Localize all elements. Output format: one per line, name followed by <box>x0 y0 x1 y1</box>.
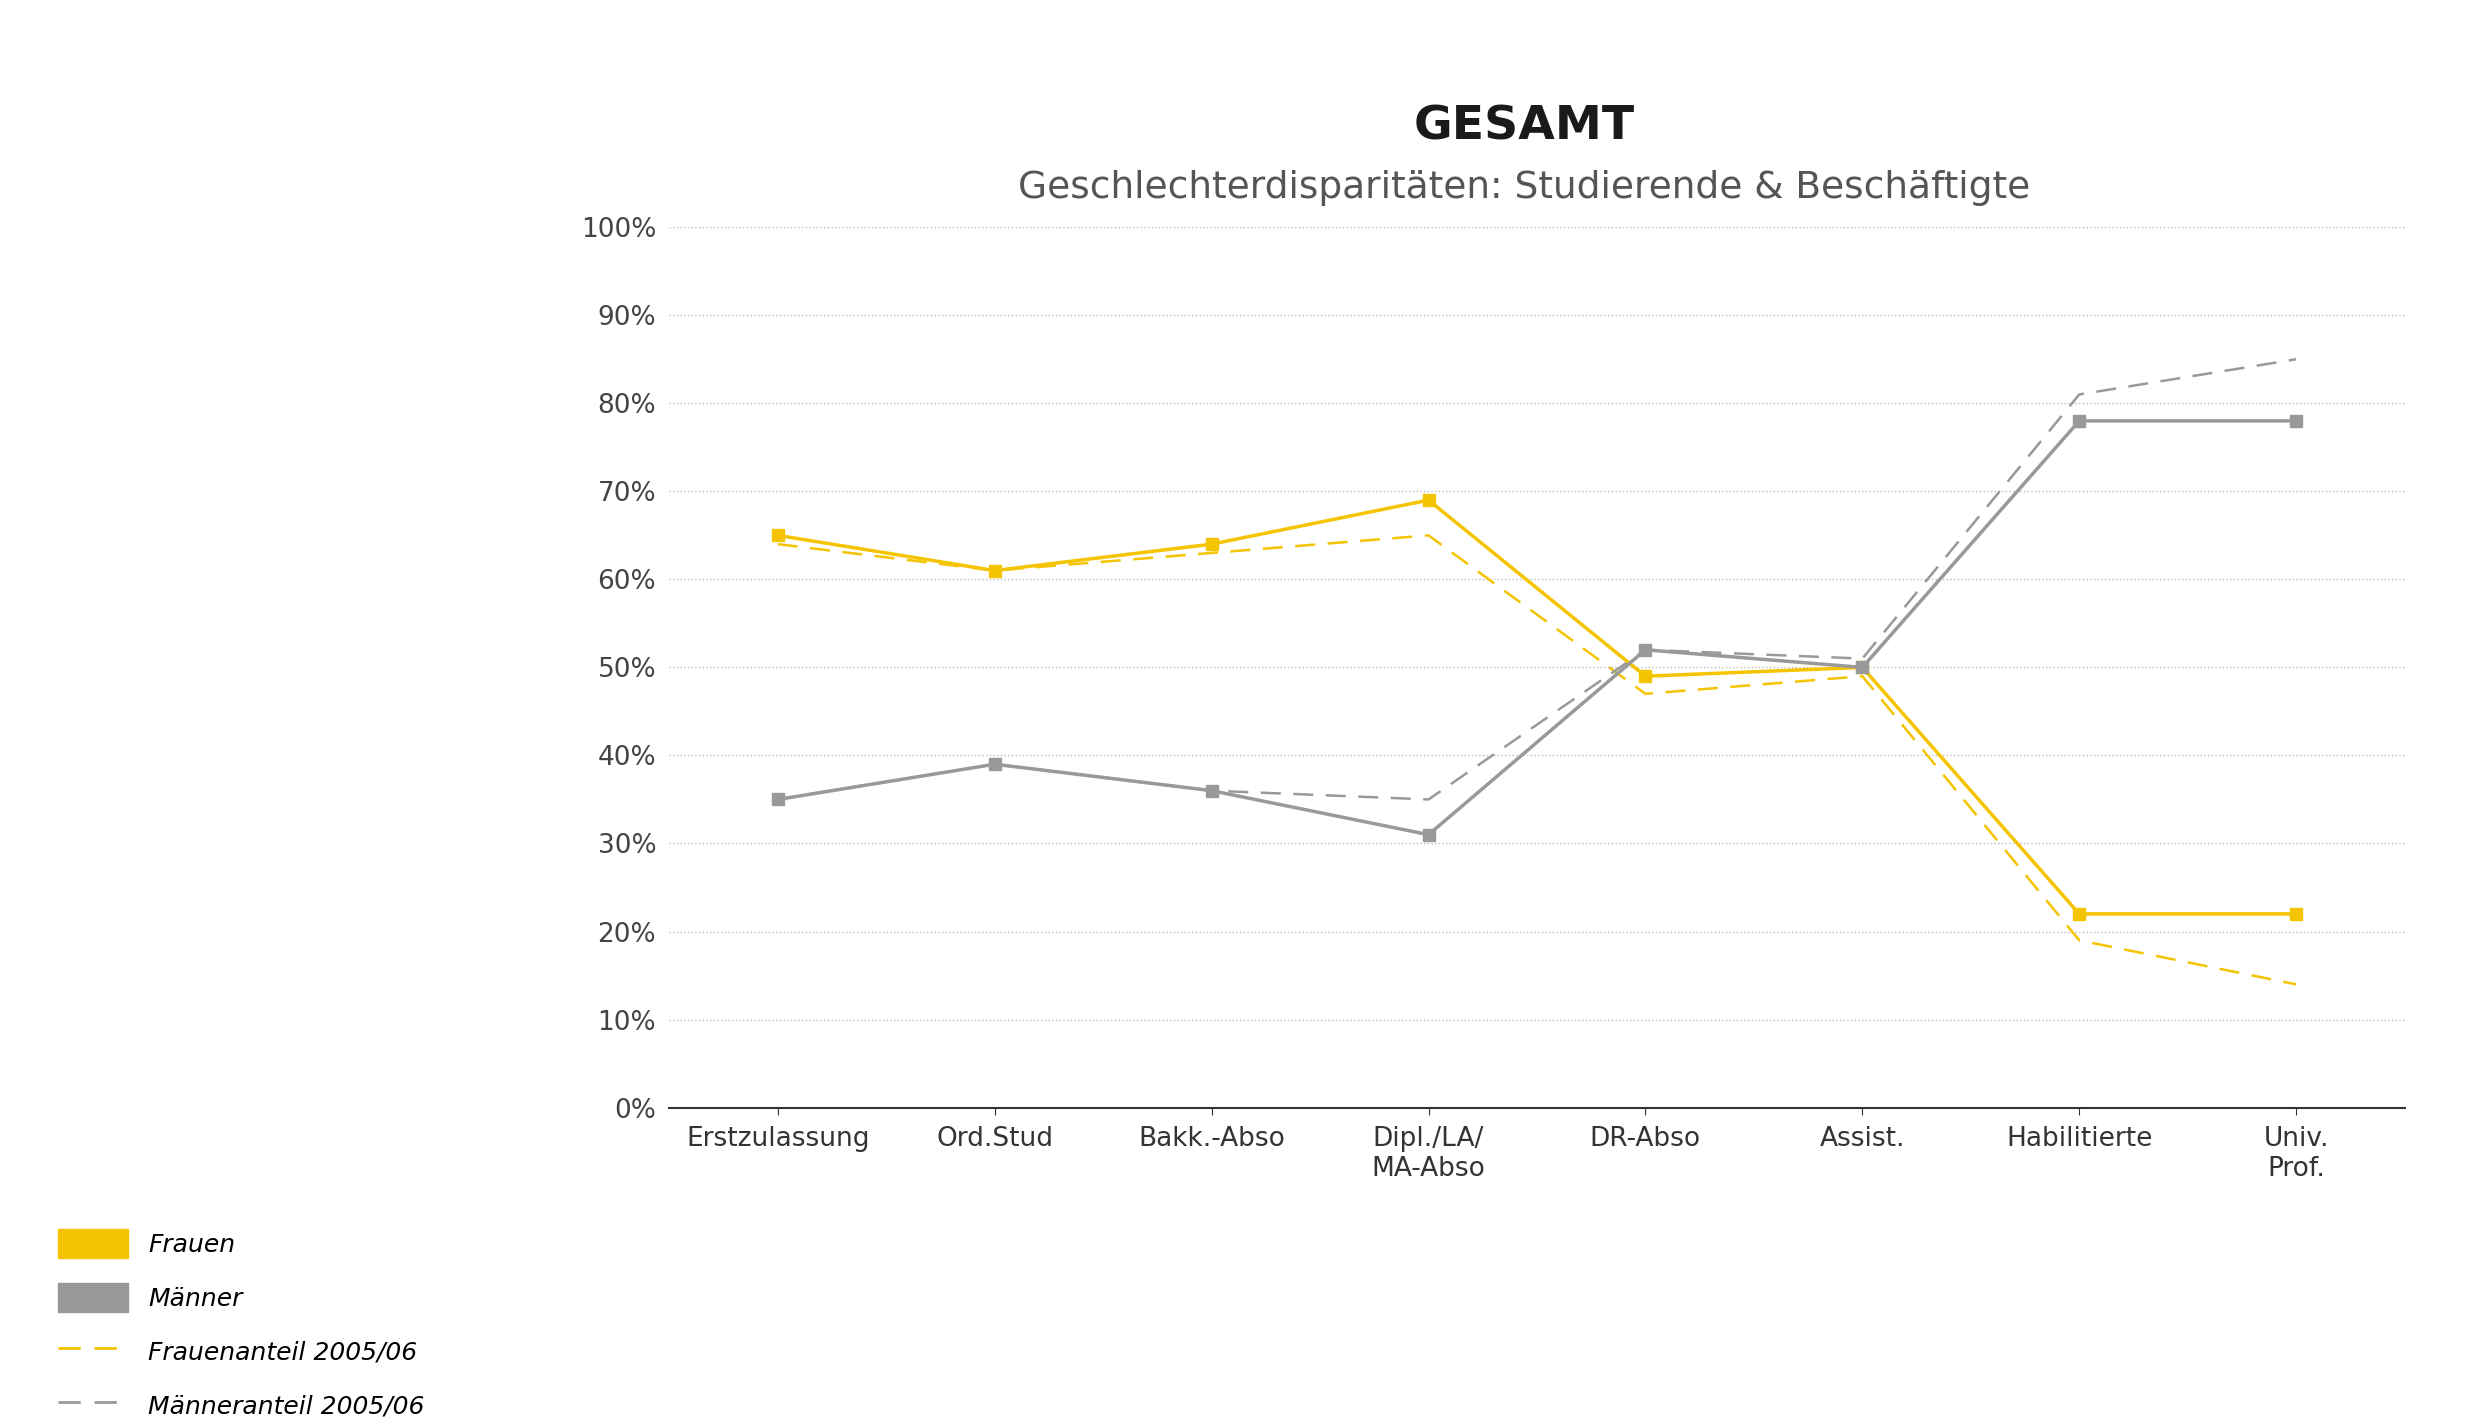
Legend: Frauen, Männer, Frauenanteil 2005/06, Männeranteil 2005/06: Frauen, Männer, Frauenanteil 2005/06, Mä… <box>50 1220 434 1420</box>
Text: Geschlechterdisparitäten: Studierende & Beschäftigte: Geschlechterdisparitäten: Studierende & … <box>1019 170 2030 206</box>
Text: GESAMT: GESAMT <box>1413 104 1636 149</box>
